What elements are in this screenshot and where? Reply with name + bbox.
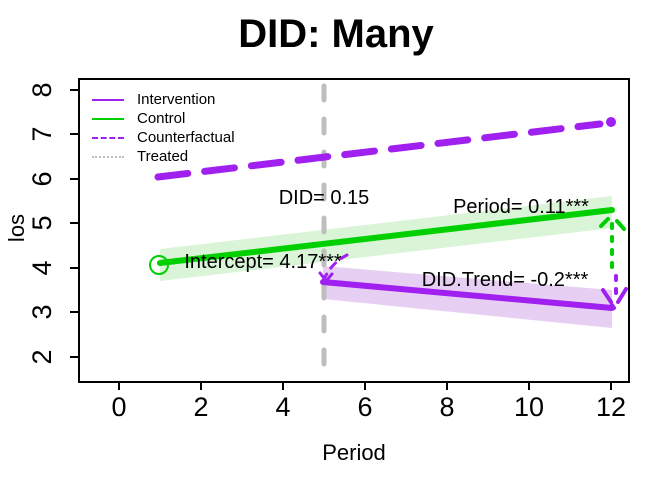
y-tick-mark: [70, 89, 78, 91]
legend-label: Intervention: [137, 91, 216, 108]
y-tick-label: 6: [27, 171, 57, 187]
x-tick-mark: [364, 383, 366, 390]
x-tick-mark: [446, 383, 448, 390]
y-tick-label: 3: [27, 304, 57, 320]
y-tick-label: 5: [27, 215, 57, 231]
legend-item-intervention: Intervention: [92, 90, 235, 109]
chart-title: DID: Many: [238, 12, 434, 56]
x-tick-mark: [282, 383, 284, 390]
x-tick-label: 4: [275, 392, 291, 422]
x-tick-mark: [118, 383, 120, 390]
legend: Intervention Control Counterfactual Trea…: [92, 90, 235, 166]
legend-label: Treated: [137, 148, 189, 165]
y-tick-mark: [70, 267, 78, 269]
plot-area-border: [78, 78, 630, 383]
y-tick-mark: [70, 311, 78, 313]
y-tick-label: 7: [27, 126, 57, 142]
legend-label: Counterfactual: [137, 129, 235, 146]
x-tick-label: 10: [513, 392, 545, 422]
annotation-period: Period= 0.11***: [453, 196, 589, 218]
y-tick-mark: [70, 178, 78, 180]
x-tick-label: 0: [111, 392, 127, 422]
y-axis-label: los: [4, 213, 29, 243]
control-line-sample: [92, 117, 124, 120]
x-tick-label: 12: [595, 392, 627, 422]
x-tick-mark: [528, 383, 530, 390]
x-tick-label: 8: [439, 392, 455, 422]
legend-item-control: Control: [92, 109, 235, 128]
legend-item-treated: Treated: [92, 147, 235, 166]
annotation-did-trend: DID.Trend= -0.2***: [421, 269, 589, 291]
annotation-did: DID= 0.15: [278, 187, 370, 209]
annotation-intercept: Intercept= 4.17***: [184, 251, 342, 273]
x-tick-label: 6: [357, 392, 373, 422]
treated-line-sample: [92, 155, 124, 158]
x-tick-mark: [200, 383, 202, 390]
legend-item-counterfactual: Counterfactual: [92, 128, 235, 147]
y-tick-label: 2: [27, 349, 57, 365]
x-axis-label: Period: [322, 440, 386, 465]
x-tick-label: 2: [193, 392, 209, 422]
y-tick-mark: [70, 356, 78, 358]
y-tick-label: 4: [27, 260, 57, 276]
intervention-line-sample: [92, 98, 124, 101]
counterfactual-line-sample: [92, 136, 124, 139]
x-tick-mark: [610, 383, 612, 390]
y-tick-label: 8: [27, 82, 57, 98]
y-tick-mark: [70, 133, 78, 135]
legend-label: Control: [137, 110, 186, 127]
y-tick-mark: [70, 222, 78, 224]
